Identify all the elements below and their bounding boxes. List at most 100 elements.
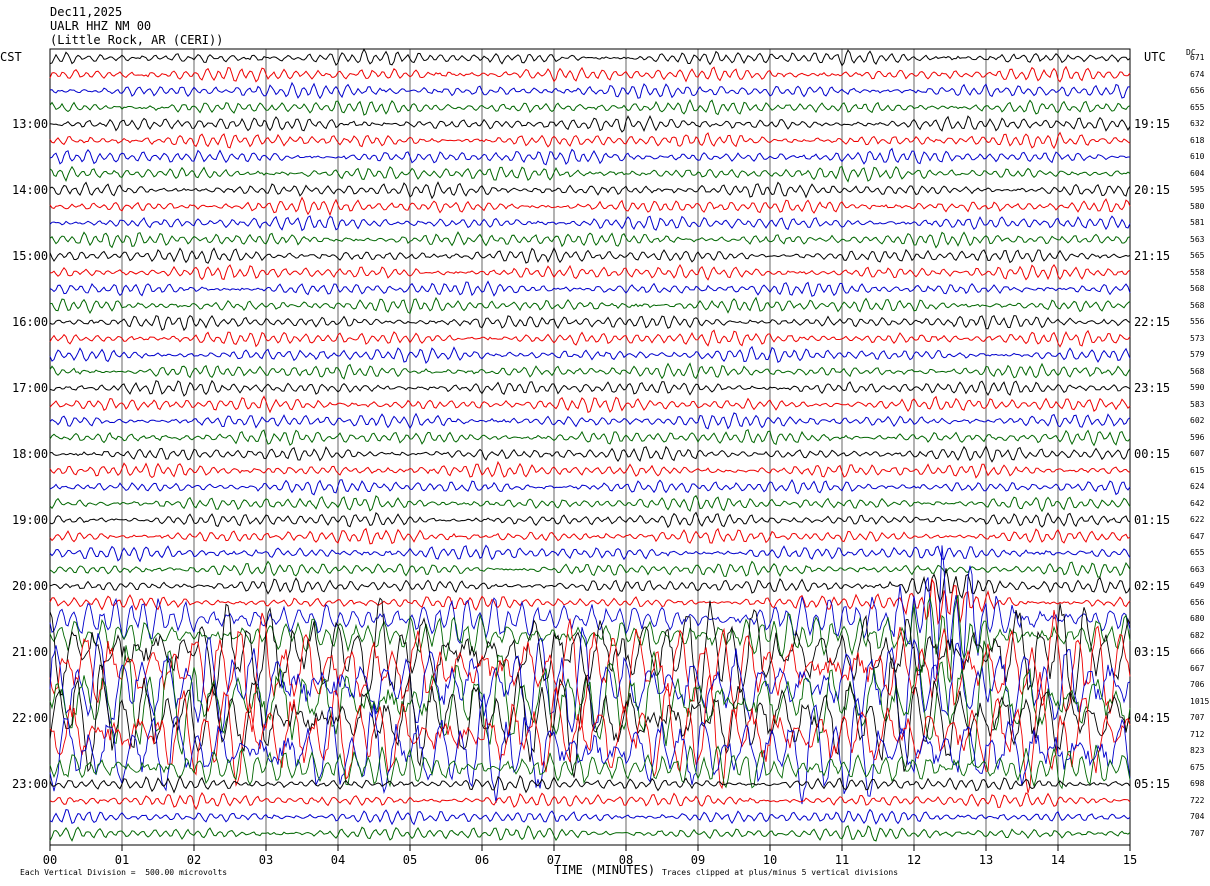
dc-offset-label: 680 bbox=[1190, 614, 1205, 623]
trace-line bbox=[49, 280, 1131, 297]
trace-line bbox=[49, 774, 1131, 794]
trace-line bbox=[49, 165, 1131, 183]
x-tick-label: 03 bbox=[258, 853, 274, 867]
dc-offset-label: 565 bbox=[1190, 251, 1205, 260]
dc-offset-label: 704 bbox=[1190, 812, 1205, 821]
dc-offset-label: 667 bbox=[1190, 663, 1205, 673]
utc-time-label: 22:15 bbox=[1134, 315, 1171, 329]
dc-offset-label: 655 bbox=[1190, 102, 1205, 112]
trace-line bbox=[49, 131, 1131, 150]
dc-offset-label: 712 bbox=[1190, 729, 1205, 739]
dc-offset-label: 649 bbox=[1190, 581, 1205, 590]
x-tick-label: 10 bbox=[762, 853, 778, 867]
dc-offset-label: 706 bbox=[1190, 680, 1205, 689]
trace-line bbox=[49, 263, 1131, 281]
cst-time-label: 14:00 bbox=[12, 183, 49, 197]
trace-line bbox=[49, 640, 1131, 764]
dc-offset-label: 1015 bbox=[1190, 696, 1210, 706]
x-tick-label: 13 bbox=[978, 853, 994, 867]
cst-time-label: 16:00 bbox=[12, 315, 49, 329]
dc-offset-label: 823 bbox=[1190, 746, 1205, 755]
x-tick-label: 06 bbox=[474, 853, 490, 867]
trace-line bbox=[49, 494, 1131, 513]
x-tick-label: 09 bbox=[690, 853, 706, 867]
cst-time-label: 19:00 bbox=[12, 513, 49, 527]
trace-line bbox=[49, 196, 1131, 217]
cst-time-label: 15:00 bbox=[12, 249, 49, 263]
trace-line bbox=[49, 379, 1131, 397]
cst-time-label: 23:00 bbox=[12, 777, 49, 791]
trace-line bbox=[49, 527, 1131, 545]
utc-time-label: 04:15 bbox=[1134, 711, 1171, 725]
dc-offset-label: 596 bbox=[1190, 432, 1205, 442]
trace-line bbox=[49, 792, 1131, 811]
utc-time-label: 02:15 bbox=[1134, 579, 1171, 593]
dc-offset-label: 674 bbox=[1190, 69, 1205, 79]
dc-offset-label: 581 bbox=[1190, 218, 1205, 227]
dc-offset-label: 656 bbox=[1190, 597, 1205, 607]
trace-line bbox=[49, 231, 1131, 249]
utc-time-label: 03:15 bbox=[1134, 645, 1171, 659]
trace-line bbox=[49, 246, 1131, 264]
trace-line bbox=[49, 671, 1131, 794]
dc-offset-label: 666 bbox=[1190, 647, 1205, 656]
dc-offset-label: 602 bbox=[1190, 416, 1205, 425]
trace-line bbox=[49, 478, 1131, 496]
header-date: Dec11,2025 bbox=[50, 5, 123, 19]
trace-line bbox=[49, 568, 1131, 605]
x-tick-label: 07 bbox=[546, 853, 562, 867]
x-tick-label: 04 bbox=[330, 853, 346, 867]
right-axis-label: UTC bbox=[1144, 50, 1166, 64]
trace-line bbox=[49, 597, 1131, 706]
trace-line bbox=[49, 545, 1131, 683]
dc-offset-label: 722 bbox=[1190, 795, 1205, 805]
trace-line bbox=[49, 65, 1131, 83]
dc-offset-label: 568 bbox=[1190, 366, 1205, 376]
trace-line bbox=[49, 296, 1131, 315]
utc-time-label: 05:15 bbox=[1134, 777, 1171, 791]
dc-offset-label: 618 bbox=[1190, 135, 1205, 145]
dc-offset-label: 610 bbox=[1190, 152, 1205, 161]
trace-line bbox=[49, 808, 1131, 826]
utc-time-label: 19:15 bbox=[1134, 117, 1171, 131]
dc-offset-label: 656 bbox=[1190, 86, 1205, 95]
utc-time-label: 20:15 bbox=[1134, 183, 1171, 197]
trace-line bbox=[49, 577, 1131, 626]
x-tick-label: 11 bbox=[834, 853, 850, 867]
dc-offset-label: 604 bbox=[1190, 168, 1205, 178]
dc-offset-label: 563 bbox=[1190, 234, 1205, 244]
cst-time-label: 13:00 bbox=[12, 117, 49, 131]
trace-line bbox=[49, 445, 1131, 463]
x-tick-label: 08 bbox=[618, 853, 634, 867]
dc-offset-label: 707 bbox=[1190, 713, 1205, 722]
x-axis-label: TIME (MINUTES) bbox=[554, 863, 656, 877]
dc-offset-label: 682 bbox=[1190, 630, 1205, 640]
trace-line bbox=[49, 511, 1131, 529]
utc-time-label: 00:15 bbox=[1134, 447, 1171, 461]
cst-time-label: 21:00 bbox=[12, 645, 49, 659]
dc-offset-label: 590 bbox=[1190, 383, 1205, 392]
trace-line bbox=[49, 744, 1131, 790]
dc-offset-label: 556 bbox=[1190, 317, 1205, 326]
x-tick-label: 14 bbox=[1050, 853, 1066, 867]
trace-line bbox=[49, 314, 1131, 332]
header-location: (Little Rock, AR (CERI)) bbox=[50, 33, 224, 47]
x-tick-label: 02 bbox=[186, 853, 202, 867]
dc-offset-label: 622 bbox=[1190, 515, 1205, 524]
dc-offset-label: 615 bbox=[1190, 465, 1205, 475]
trace-line bbox=[49, 99, 1131, 116]
x-tick-label: 05 bbox=[402, 853, 418, 867]
footer-clip: Traces clipped at plus/minus 5 vertical … bbox=[662, 868, 899, 877]
cst-time-label: 22:00 bbox=[12, 711, 49, 725]
trace-line bbox=[49, 362, 1131, 380]
dc-offset-label: 579 bbox=[1190, 350, 1205, 359]
trace-line bbox=[49, 215, 1131, 232]
trace-line bbox=[49, 824, 1131, 842]
trace-line bbox=[49, 544, 1131, 563]
trace-line bbox=[49, 460, 1131, 479]
dc-offset-label: 647 bbox=[1190, 531, 1205, 541]
dc-offset-label: 663 bbox=[1190, 564, 1205, 574]
dc-offset-label: 595 bbox=[1190, 185, 1205, 194]
dc-offset-label: 671 bbox=[1190, 53, 1205, 62]
